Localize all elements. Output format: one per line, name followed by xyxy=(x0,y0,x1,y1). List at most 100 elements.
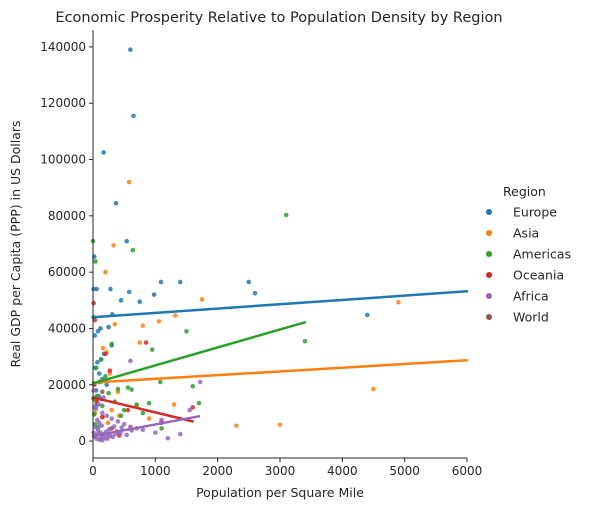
data-point xyxy=(98,357,104,362)
data-point xyxy=(106,324,111,330)
legend-items: Europe Asia Americas Oceania Africa World xyxy=(486,205,571,325)
data-point xyxy=(159,426,164,431)
x-tick-label: 2000 xyxy=(202,464,233,478)
data-point xyxy=(146,400,152,406)
trend-layer xyxy=(91,290,469,438)
data-point xyxy=(119,425,124,430)
data-point xyxy=(91,388,96,393)
legend-label: Asia xyxy=(513,226,539,241)
y-tick-label: 60000 xyxy=(48,265,86,279)
data-point xyxy=(100,403,105,409)
data-point xyxy=(143,340,149,345)
x-axis-ticks: 0 1000 2000 3000 4000 5000 6000 xyxy=(89,458,482,478)
data-point xyxy=(103,351,108,357)
x-tick-label: 1000 xyxy=(140,464,171,478)
data-point xyxy=(112,321,118,327)
data-point xyxy=(91,300,96,306)
data-point xyxy=(115,386,121,392)
data-point xyxy=(302,338,308,344)
data-point xyxy=(104,382,110,388)
data-point xyxy=(111,424,117,429)
trend-line-europe xyxy=(91,290,469,319)
legend-item-americas: Americas xyxy=(486,247,571,262)
data-point xyxy=(252,290,258,296)
data-point xyxy=(125,385,131,390)
data-point xyxy=(131,113,136,119)
trend-line-americas xyxy=(91,321,307,385)
data-point xyxy=(111,243,116,248)
x-axis-title: Population per Square Mile xyxy=(196,485,364,500)
data-point xyxy=(364,312,370,318)
legend-label: Europe xyxy=(513,205,557,220)
data-point xyxy=(196,400,202,406)
data-point xyxy=(172,313,178,318)
data-point xyxy=(177,431,183,437)
legend-marker xyxy=(486,251,492,257)
data-point xyxy=(100,410,105,416)
data-point xyxy=(103,269,108,275)
data-point xyxy=(124,432,129,438)
data-point xyxy=(103,374,108,379)
x-tick-label: 6000 xyxy=(452,464,483,478)
points-layer xyxy=(90,47,401,443)
data-point xyxy=(159,417,164,423)
data-point xyxy=(99,423,105,428)
y-tick-label: 80000 xyxy=(48,209,86,223)
legend-marker xyxy=(486,293,492,299)
data-point xyxy=(107,368,113,374)
data-point xyxy=(137,299,143,305)
x-tick-label: 0 xyxy=(89,464,97,478)
data-point xyxy=(158,379,163,385)
data-point xyxy=(146,416,152,421)
data-point xyxy=(109,341,114,347)
data-point xyxy=(158,279,164,285)
data-point xyxy=(105,436,110,441)
data-point xyxy=(128,47,133,53)
data-point xyxy=(95,417,100,423)
y-tick-label: 120000 xyxy=(40,96,86,110)
series-asia xyxy=(92,179,401,430)
data-point xyxy=(106,426,112,432)
data-point xyxy=(100,389,105,395)
data-point xyxy=(149,347,155,352)
data-point xyxy=(126,179,132,185)
data-point xyxy=(190,383,196,389)
data-point xyxy=(140,427,146,433)
legend-item-europe: Europe xyxy=(486,205,557,220)
y-axis-ticks: 0 20000 40000 60000 80000 100000 120000 140000 xyxy=(40,40,93,448)
legend-item-oceania: Oceania xyxy=(486,268,564,283)
data-point xyxy=(106,390,111,396)
series-world xyxy=(100,389,105,395)
trend-line-asia xyxy=(91,359,469,384)
data-point xyxy=(124,238,129,244)
data-point xyxy=(93,259,98,264)
data-point xyxy=(151,292,157,297)
legend-item-world: World xyxy=(486,310,549,325)
data-point xyxy=(92,333,98,338)
legend-marker xyxy=(486,272,492,278)
data-point xyxy=(129,387,134,392)
data-point xyxy=(105,420,111,426)
legend-marker xyxy=(486,209,492,215)
legend: Region Europe Asia Americas Oceania Africa Wo… xyxy=(486,184,571,325)
data-point xyxy=(121,421,127,427)
data-point xyxy=(101,150,106,155)
legend-label: Americas xyxy=(513,247,571,262)
legend-item-asia: Asia xyxy=(486,226,539,241)
data-point xyxy=(246,279,252,285)
data-point xyxy=(130,247,136,253)
trend-line-africa xyxy=(91,415,201,438)
data-point xyxy=(118,298,124,303)
data-point xyxy=(197,379,203,385)
data-point xyxy=(234,423,239,428)
data-point xyxy=(121,407,127,413)
data-point xyxy=(177,279,183,285)
data-point xyxy=(108,433,113,439)
data-point xyxy=(187,407,192,413)
y-tick-label: 140000 xyxy=(40,40,86,54)
data-point xyxy=(113,200,119,206)
data-point xyxy=(199,297,205,302)
data-point xyxy=(96,402,101,407)
data-point xyxy=(93,365,99,371)
data-point xyxy=(165,435,171,441)
